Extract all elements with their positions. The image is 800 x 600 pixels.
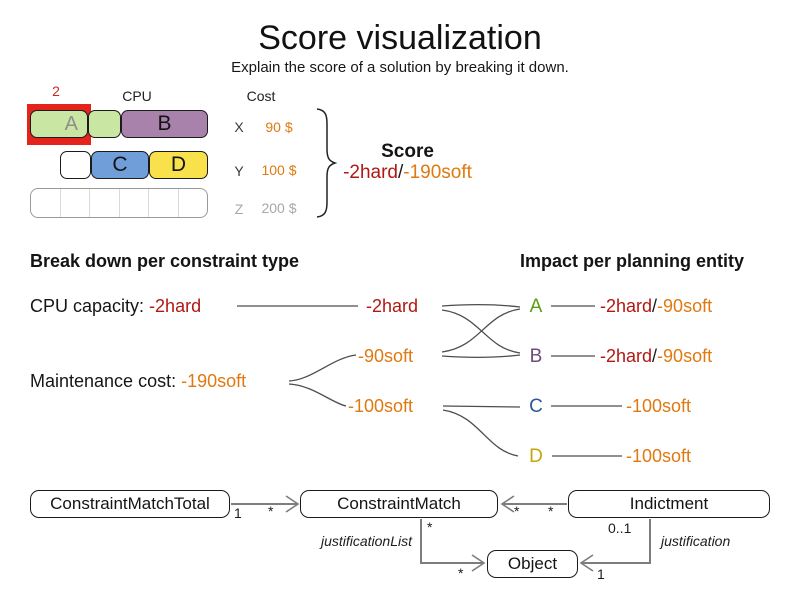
idle-cell (90, 189, 120, 217)
cost-column-header: Cost (246, 88, 276, 104)
process-block-c: C (91, 151, 149, 179)
idle-cell (31, 189, 61, 217)
link-maintenance-to-90soft (288, 354, 357, 382)
arrowhead-into-obj-left (471, 554, 486, 572)
entity-c: C (529, 396, 543, 417)
score-label: Score (381, 141, 434, 162)
entity-score-links (551, 305, 622, 457)
score-separator: / (397, 162, 404, 183)
impact-header: Impact per planning entity (520, 251, 745, 271)
link-90soft-to-b (441, 354, 521, 359)
arrowhead-into-cm-left (500, 495, 515, 513)
class-indictment: Indictment (568, 490, 770, 518)
link-90soft-to-a (441, 308, 521, 353)
class-object: Object (487, 550, 578, 578)
entity-a-score: -2hard/-90soft (600, 296, 712, 317)
link-2hard-to-b (441, 309, 521, 354)
entity-score-separator: / (652, 346, 658, 366)
class-constraint-match-total: ConstraintMatchTotal (30, 490, 230, 518)
entity-d: D (529, 446, 543, 467)
cardinality-ind-cm-target: * (514, 503, 520, 519)
empty-cell (60, 151, 91, 179)
process-block-b: B (121, 110, 208, 138)
idle-computer-bar (30, 188, 208, 218)
idle-cell (120, 189, 149, 217)
constraint-cpu-capacity: CPU capacity: -2hard (30, 296, 201, 317)
cardinality-ind-obj-target: 1 (597, 566, 605, 582)
constraint-score: -2hard (149, 296, 202, 316)
idle-cell (179, 189, 208, 217)
entity-b-score: -2hard/-90soft (600, 346, 712, 367)
score-value: -2hard/-190soft (325, 162, 490, 184)
entity-c-score: -100soft (626, 396, 692, 416)
link-100soft-to-c (442, 405, 521, 408)
entity-score-hard: -2hard (600, 346, 653, 366)
entity-a: A (529, 296, 543, 317)
constraint-label: CPU capacity: (30, 296, 150, 316)
arrowhead-into-cm-right (285, 495, 300, 513)
computer-x-label: X (234, 119, 244, 135)
process-block-a: A (30, 110, 88, 138)
entity-score-soft: -90soft (657, 346, 713, 366)
class-constraint-match: ConstraintMatch (300, 490, 498, 518)
score-soft: -190soft (403, 162, 472, 183)
cardinality-ind-obj-source: 0..1 (608, 520, 632, 536)
process-block-spare (88, 110, 121, 138)
computer-z-cost: 200 $ (261, 200, 297, 216)
entity-d-score: -100soft (626, 446, 692, 466)
constraint-match-90soft: -90soft (358, 346, 414, 366)
cardinality-cmt-many: * (268, 503, 274, 519)
page-title: Score visualization (258, 19, 542, 57)
idle-cell (149, 189, 179, 217)
entity-score-separator: / (652, 296, 658, 316)
idle-cell (61, 189, 90, 217)
constraint-match-100soft: -100soft (348, 396, 414, 416)
link-2hard-to-a (441, 303, 521, 308)
role-justification: justification (661, 533, 731, 549)
constraint-maintenance-cost: Maintenance cost: -190soft (30, 371, 246, 392)
process-block-d: D (149, 151, 208, 179)
constraint-score: -190soft (181, 371, 247, 391)
cardinality-ind-cm-source: * (548, 503, 554, 519)
constraint-match-links (237, 305, 358, 407)
computer-x-cost: 90 $ (265, 119, 293, 135)
constraint-match-2hard: -2hard (366, 296, 419, 316)
computer-z-label: Z (234, 201, 244, 217)
score-hard: -2hard (343, 162, 398, 183)
constraint-label: Maintenance cost: (30, 371, 182, 391)
arrowhead-into-obj-right (579, 554, 594, 572)
link-maintenance-to-100soft (288, 383, 347, 407)
breakdown-header: Break down per constraint type (30, 251, 300, 271)
entity-score-soft: -90soft (657, 296, 713, 316)
match-entity-links (441, 303, 521, 457)
entity-score-hard: -2hard (600, 296, 653, 316)
page-subtitle: Explain the score of a solution by break… (231, 59, 569, 76)
entity-b: B (529, 346, 543, 367)
cardinality-cmt-one: 1 (234, 505, 242, 521)
role-justification-list: justificationList (320, 533, 412, 549)
cardinality-cm-obj-target: * (458, 565, 464, 581)
cardinality-cm-obj-source: * (427, 519, 433, 535)
overload-count-label: 2 (52, 83, 60, 99)
computer-y-label: Y (234, 163, 244, 179)
computer-y-cost: 100 $ (261, 162, 297, 178)
link-100soft-to-d (442, 409, 519, 457)
cpu-column-header: CPU (122, 88, 152, 104)
